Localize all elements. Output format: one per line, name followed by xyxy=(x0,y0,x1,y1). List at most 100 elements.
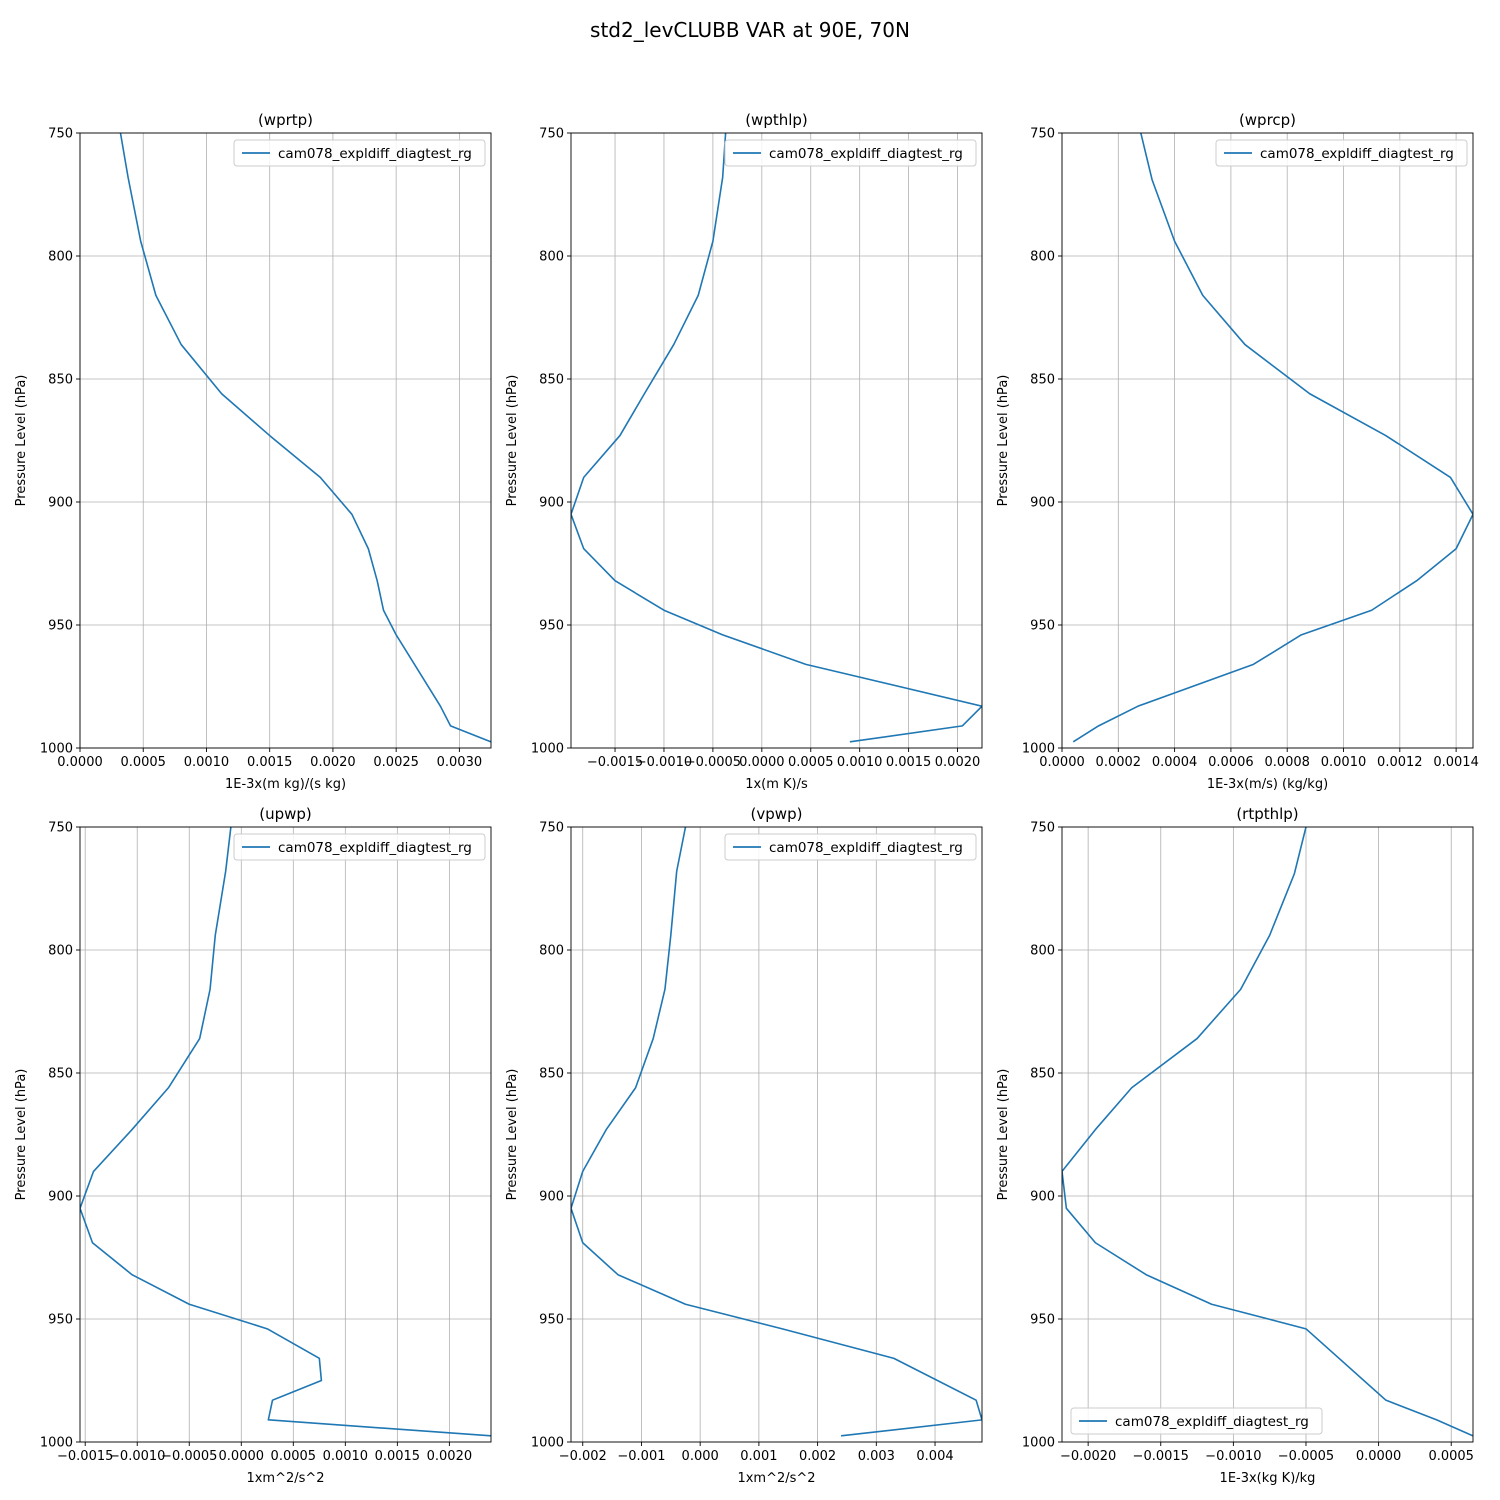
legend-label: cam078_expldiff_diagtest_rg xyxy=(1260,146,1454,162)
series-line xyxy=(571,827,982,1437)
x-tick-label: 0.0005 xyxy=(788,755,834,770)
x-tick-label: 0.0005 xyxy=(271,1449,317,1464)
y-tick-label: 900 xyxy=(48,496,73,511)
y-tick-label: 1000 xyxy=(1022,742,1055,757)
x-tick-label: 0.0004 xyxy=(1152,755,1198,770)
legend-label: cam078_expldiff_diagtest_rg xyxy=(278,840,472,856)
x-tick-label: 0.0014 xyxy=(1433,755,1479,770)
x-tick-label: −0.0005 xyxy=(685,755,741,770)
y-axis-label: Pressure Level (hPa) xyxy=(996,1069,1011,1201)
legend-box xyxy=(724,139,977,167)
x-axis-label: 1E-3x(m kg)/(s kg) xyxy=(225,777,346,792)
x-tick-label: −0.0020 xyxy=(1060,1449,1116,1464)
y-tick-label: 1000 xyxy=(40,1436,73,1451)
x-tick-label: 0.0010 xyxy=(837,755,883,770)
y-tick-label: 800 xyxy=(539,944,564,959)
x-axis-label: 1xm^2/s^2 xyxy=(246,1471,324,1486)
y-tick-label: 750 xyxy=(1030,127,1055,142)
series-line xyxy=(1062,827,1473,1437)
x-tick-label: 0.0015 xyxy=(886,755,932,770)
y-axis-label: Pressure Level (hPa) xyxy=(505,375,520,507)
x-tick-label: 0.0005 xyxy=(1428,1449,1474,1464)
x-tick-label: 0.0000 xyxy=(1356,1449,1402,1464)
y-tick-label: 950 xyxy=(539,1313,564,1328)
y-tick-label: 850 xyxy=(48,1067,73,1082)
y-tick-label: 900 xyxy=(539,1190,564,1205)
x-tick-label: 0.0000 xyxy=(1039,755,1085,770)
x-tick-label: 0.0010 xyxy=(184,755,230,770)
y-tick-label: 750 xyxy=(48,821,73,836)
axes-frame xyxy=(1061,132,1474,749)
y-tick-label: 900 xyxy=(48,1190,73,1205)
legend-box xyxy=(233,139,486,167)
x-tick-label: 0.0020 xyxy=(310,755,356,770)
subplot-title: (wpthlp) xyxy=(745,111,808,129)
x-tick-label: 0.0010 xyxy=(1321,755,1367,770)
y-tick-label: 850 xyxy=(1030,373,1055,388)
y-tick-label: 900 xyxy=(1030,1190,1055,1205)
series-line xyxy=(1072,133,1473,743)
x-tick-label: 0.0006 xyxy=(1208,755,1254,770)
y-tick-label: 900 xyxy=(1030,496,1055,511)
y-axis-label: Pressure Level (hPa) xyxy=(505,1069,520,1201)
y-axis-label: Pressure Level (hPa) xyxy=(14,1069,29,1201)
legend: cam078_expldiff_diagtest_rg xyxy=(1070,1407,1323,1435)
y-tick-label: 1000 xyxy=(40,742,73,757)
x-tick-label: 0.0000 xyxy=(739,755,785,770)
legend: cam078_expldiff_diagtest_rg xyxy=(233,833,486,861)
y-tick-label: 900 xyxy=(539,496,564,511)
x-tick-label: 0.0010 xyxy=(323,1449,369,1464)
axes-frame xyxy=(79,826,492,1443)
x-tick-label: 0.0000 xyxy=(219,1449,265,1464)
y-tick-label: 950 xyxy=(1030,1313,1055,1328)
x-tick-label: −0.002 xyxy=(559,1449,607,1464)
legend: cam078_expldiff_diagtest_rg xyxy=(724,833,977,861)
y-tick-label: 850 xyxy=(1030,1067,1055,1082)
x-tick-label: −0.0010 xyxy=(109,1449,165,1464)
y-tick-label: 1000 xyxy=(1022,1436,1055,1451)
legend-label: cam078_expldiff_diagtest_rg xyxy=(278,146,472,162)
subplot-title: (rtpthlp) xyxy=(1236,805,1298,823)
x-tick-label: −0.0015 xyxy=(1133,1449,1189,1464)
x-axis-label: 1xm^2/s^2 xyxy=(737,1471,815,1486)
legend-box xyxy=(233,833,486,861)
subplot-rtpthlp: −0.0020 −0.0015 −0.0010 −0.0005 0.0000 0.0005… xyxy=(996,805,1474,1486)
y-tick-label: 850 xyxy=(539,373,564,388)
x-tick-label: −0.0005 xyxy=(161,1449,217,1464)
x-axis-label: 1E-3x(kg K)/kg xyxy=(1220,1471,1316,1486)
series-line xyxy=(119,133,491,743)
x-tick-label: 0.004 xyxy=(916,1449,953,1464)
y-tick-label: 850 xyxy=(539,1067,564,1082)
x-tick-label: 0.0002 xyxy=(1096,755,1142,770)
y-tick-label: 800 xyxy=(1030,944,1055,959)
x-tick-label: −0.001 xyxy=(617,1449,665,1464)
legend: cam078_expldiff_diagtest_rg xyxy=(724,139,977,167)
subplot-vpwp: −0.002 −0.001 0.000 0.001 0.002 0.003 0.004 750… xyxy=(505,805,983,1486)
x-tick-label: −0.0015 xyxy=(587,755,643,770)
y-tick-label: 800 xyxy=(539,250,564,265)
x-tick-label: −0.0015 xyxy=(57,1449,113,1464)
x-tick-label: 0.0015 xyxy=(247,755,293,770)
y-axis-label: Pressure Level (hPa) xyxy=(14,375,29,507)
y-tick-label: 800 xyxy=(48,944,73,959)
x-tick-label: 0.0015 xyxy=(375,1449,421,1464)
axes-frame xyxy=(570,826,983,1443)
legend: cam078_expldiff_diagtest_rg xyxy=(233,139,486,167)
y-tick-label: 1000 xyxy=(531,742,564,757)
axes-frame xyxy=(79,132,492,749)
legend: cam078_expldiff_diagtest_rg xyxy=(1215,139,1468,167)
legend-label: cam078_expldiff_diagtest_rg xyxy=(769,840,963,856)
x-tick-label: 0.001 xyxy=(740,1449,777,1464)
x-tick-label: 0.0025 xyxy=(373,755,419,770)
legend-box xyxy=(1070,1407,1323,1435)
series-line xyxy=(571,133,982,743)
axes-frame xyxy=(1061,826,1474,1443)
subplot-title: (wprcp) xyxy=(1239,111,1296,129)
x-tick-label: −0.0010 xyxy=(1205,1449,1261,1464)
subplot-title: (vpwp) xyxy=(751,805,803,823)
x-axis-label: 1x(m K)/s xyxy=(745,777,808,792)
subplot-title: (wprtp) xyxy=(258,111,313,129)
legend-box xyxy=(1215,139,1468,167)
